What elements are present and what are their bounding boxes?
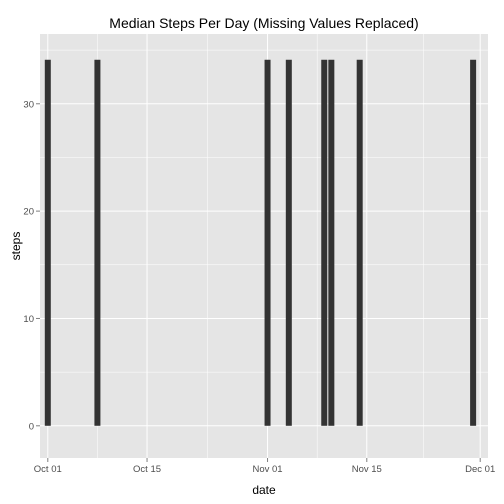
x-tick-label: Dec 01 (465, 464, 495, 475)
y-axis-title: steps (9, 232, 23, 261)
bar (94, 59, 101, 426)
x-tick-label: Nov 01 (252, 464, 282, 475)
bars (44, 59, 477, 426)
bar (470, 59, 477, 426)
y-axis-ticks: 0 10 20 30 (23, 99, 40, 432)
x-axis-title: date (252, 483, 276, 497)
minor-gridlines (40, 34, 488, 458)
bar (321, 59, 328, 426)
x-tick-label: Oct 01 (34, 464, 62, 475)
bar (356, 59, 363, 426)
chart-title: Median Steps Per Day (Missing Values Rep… (109, 15, 418, 31)
bar (285, 59, 292, 426)
y-tick-label: 0 (29, 421, 34, 432)
plot-panel (40, 34, 488, 458)
x-tick-label: Nov 15 (352, 464, 382, 475)
bar (328, 59, 335, 426)
y-tick-label: 30 (23, 99, 34, 110)
bar (264, 59, 271, 426)
y-tick-label: 10 (23, 314, 34, 325)
x-axis-ticks: Oct 01 Oct 15 Nov 01 Nov 15 Dec 01 (34, 458, 495, 475)
y-tick-label: 20 (23, 207, 34, 218)
bar (44, 59, 51, 426)
x-tick-label: Oct 15 (133, 464, 161, 475)
